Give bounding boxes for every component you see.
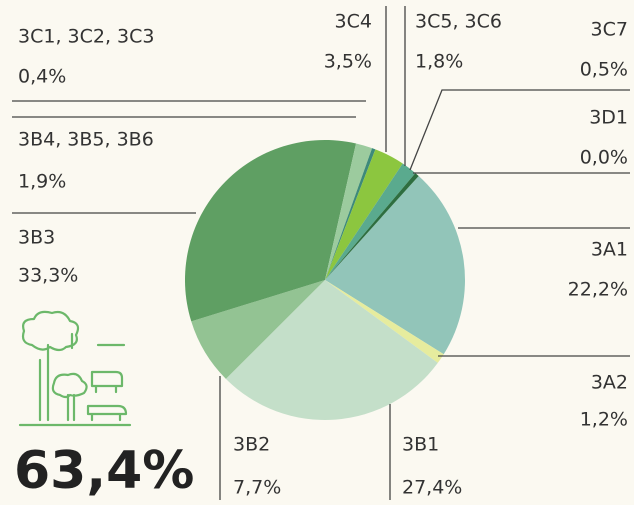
highlight: 63,4% — [14, 441, 194, 501]
slice-label: 3D1 — [589, 107, 628, 129]
slice-label: 3A2 — [591, 372, 628, 394]
slice-value: 1,9% — [18, 171, 66, 193]
pie-slice — [185, 140, 357, 322]
slice-label: 3B4, 3B5, 3B6 — [18, 129, 154, 151]
pie-slice — [225, 280, 438, 420]
pie-slice — [325, 163, 416, 280]
icon — [18, 310, 132, 427]
pie-slice — [325, 149, 403, 280]
pie-slice — [325, 143, 373, 280]
slice-label: 3B2 — [233, 434, 270, 456]
slice-label: 3B3 — [18, 227, 55, 249]
slice-label: 3C1, 3C2, 3C3 — [18, 26, 155, 48]
pie-slice — [325, 280, 444, 363]
slice-label: 3C4 — [335, 11, 372, 33]
slice-value: 1,8% — [415, 51, 463, 73]
pie-slice — [325, 175, 419, 280]
slice-value: 7,7% — [233, 477, 281, 499]
slice-label: 3C5, 3C6 — [415, 11, 502, 33]
pie-slice — [325, 148, 376, 280]
slice-label: 3C7 — [591, 19, 628, 41]
slice-value: 0,0% — [580, 147, 628, 169]
pie-slice — [191, 280, 325, 379]
slice-label: 3A1 — [591, 239, 628, 261]
slice-value: 1,2% — [580, 409, 628, 431]
slice-value: 27,4% — [402, 477, 462, 499]
pie-slice — [325, 173, 419, 280]
slice-value: 0,5% — [580, 59, 628, 81]
leader-line — [409, 89, 630, 171]
pie-slice — [325, 175, 465, 355]
slice-value: 0,4% — [18, 66, 66, 88]
slice-value: 33,3% — [18, 265, 78, 287]
slice-label: 3B1 — [402, 434, 439, 456]
slice-value: 3,5% — [324, 51, 372, 73]
slice-value: 22,2% — [568, 279, 628, 301]
